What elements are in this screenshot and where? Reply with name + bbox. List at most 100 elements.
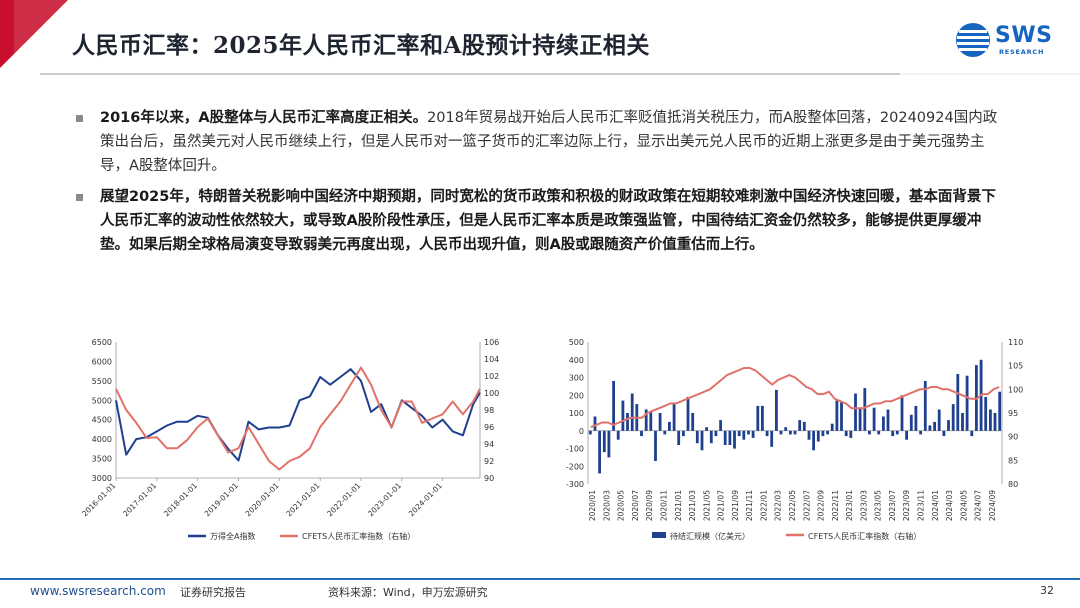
bar-fx-settlement <box>905 430 908 440</box>
legend-swatch <box>652 532 666 538</box>
bar-fx-settlement <box>854 393 857 431</box>
bar-fx-settlement <box>714 430 718 437</box>
bar-fx-settlement <box>891 430 895 437</box>
x-tick-label: 2024-01-01 <box>407 481 444 518</box>
x-tick-label: 2019-01-01 <box>203 481 240 518</box>
logo-subtext: RESEARCH <box>999 48 1045 56</box>
bar-fx-settlement <box>826 430 829 435</box>
y-right-tick-label: 100 <box>1008 385 1023 394</box>
y-left-tick-label: 6500 <box>92 338 112 347</box>
x-tick-label: 2023-01-01 <box>366 481 403 518</box>
footer-divider <box>0 578 1080 580</box>
series-line-wind-a <box>115 368 481 462</box>
x-tick-label: 2022/11 <box>831 490 840 521</box>
logo-globe-icon <box>956 23 990 57</box>
x-tick-label: 2022/09 <box>817 490 826 521</box>
bar-fx-settlement <box>947 420 950 431</box>
y-right-tick-label: 98 <box>484 406 494 415</box>
y-left-tick-label: -100 <box>566 445 584 454</box>
bar-fx-settlement <box>756 405 760 431</box>
y-right-tick-label: 100 <box>484 389 499 398</box>
y-right-tick-label: 80 <box>1008 480 1018 489</box>
bar-fx-settlement <box>607 430 611 458</box>
legend-label: CFETS人民币汇率指数（右轴） <box>808 531 921 541</box>
bar-fx-settlement <box>882 416 885 431</box>
bar-fx-settlement <box>812 430 815 451</box>
bullet-1-bold: 2016年以来，A股整体与人民币汇率高度正相关。 <box>100 110 428 126</box>
bar-fx-settlement <box>705 427 708 431</box>
bar-fx-settlement <box>900 395 904 431</box>
bar-fx-settlement <box>695 430 699 444</box>
y-right-tick-label: 90 <box>1008 433 1018 442</box>
bar-fx-settlement <box>779 430 783 435</box>
x-tick-label: 2023/07 <box>888 490 897 521</box>
x-tick-label: 2020/03 <box>602 490 611 521</box>
header-band <box>40 10 1080 75</box>
y-right-tick-label: 104 <box>484 355 499 364</box>
legend-label: 待结汇规模（亿美元） <box>670 531 750 541</box>
bar-fx-settlement <box>770 430 774 447</box>
bar-fx-settlement <box>840 402 843 431</box>
bar-fx-settlement <box>728 430 732 445</box>
x-tick-label: 2023/03 <box>859 490 868 521</box>
bar-fx-settlement <box>737 430 741 437</box>
bullet-item-1: 2016年以来，A股整体与人民币汇率高度正相关。2018年贸易战开始后人民币汇率… <box>76 106 1006 178</box>
x-tick-label: 2018-01-01 <box>162 481 199 518</box>
x-tick-label: 2022/05 <box>788 490 797 521</box>
y-right-tick-label: 85 <box>1008 456 1018 465</box>
bar-fx-settlement <box>742 430 746 440</box>
x-tick-label: 2023/09 <box>902 490 911 521</box>
bar-fx-settlement <box>658 413 662 431</box>
footer-website-link[interactable]: www.swsresearch.com <box>30 584 166 598</box>
bar-fx-settlement <box>970 430 974 437</box>
x-tick-label: 2021/03 <box>688 490 697 521</box>
bar-fx-settlement <box>989 409 992 431</box>
bar-fx-settlement <box>844 430 848 437</box>
bar-fx-settlement <box>965 375 969 431</box>
bar-fx-settlement <box>998 391 1002 431</box>
bar-fx-settlement <box>821 430 825 437</box>
corner-accent <box>0 0 68 68</box>
x-tick-label: 2020/09 <box>645 490 654 521</box>
legend-label: 万得全A指数 <box>210 531 255 541</box>
y-left-tick-label: 0 <box>579 427 584 436</box>
bar-fx-settlement <box>789 430 792 435</box>
bar-fx-settlement <box>802 421 806 431</box>
bar-fx-settlement <box>672 402 676 431</box>
bar-fx-settlement <box>751 430 755 438</box>
bar-fx-settlement <box>761 405 764 431</box>
x-tick-label: 2021/01 <box>674 490 683 521</box>
bar-fx-settlement <box>937 409 941 431</box>
bar-fx-settlement <box>928 425 932 431</box>
x-tick-label: 2022/01 <box>759 490 768 521</box>
y-right-tick-label: 94 <box>484 440 494 449</box>
bar-fx-settlement <box>593 416 597 431</box>
bar-fx-settlement <box>868 430 871 435</box>
y-left-tick-label: 3500 <box>92 455 112 464</box>
bar-fx-settlement <box>682 430 685 437</box>
y-right-tick-label: 95 <box>1008 409 1018 418</box>
y-left-tick-label: 100 <box>569 409 584 418</box>
x-tick-label: 2024/05 <box>959 490 968 521</box>
bar-fx-settlement <box>993 413 997 431</box>
bar-fx-settlement <box>612 381 615 431</box>
bar-fx-settlement <box>598 430 601 474</box>
bullet-list: 2016年以来，A股整体与人民币汇率高度正相关。2018年贸易战开始后人民币汇率… <box>76 106 1006 264</box>
bullet-square-icon <box>76 194 83 201</box>
y-right-tick-label: 105 <box>1008 362 1023 371</box>
y-left-tick-label: 200 <box>569 391 584 400</box>
bullet-square-icon <box>76 115 83 122</box>
bar-fx-settlement <box>640 430 643 437</box>
y-right-tick-label: 92 <box>484 457 494 466</box>
bar-fx-settlement <box>588 430 592 435</box>
y-left-tick-label: 4500 <box>92 416 112 425</box>
bar-fx-settlement <box>863 388 867 431</box>
page-number: 32 <box>1040 584 1054 597</box>
y-left-tick-label: 6000 <box>92 357 112 366</box>
chart-fx-settlement-vs-cfets: -300 -200 -100 0 100 200 300 400 500 80 85 90 95 100 1… <box>566 338 1023 541</box>
x-tick-label: 2022-01-01 <box>325 481 362 518</box>
x-tick-label: 2017-01-01 <box>121 481 158 518</box>
bar-fx-settlement <box>719 420 722 431</box>
y-left-tick-label: 500 <box>569 338 584 347</box>
x-tick-label: 2020-01-01 <box>244 481 281 518</box>
